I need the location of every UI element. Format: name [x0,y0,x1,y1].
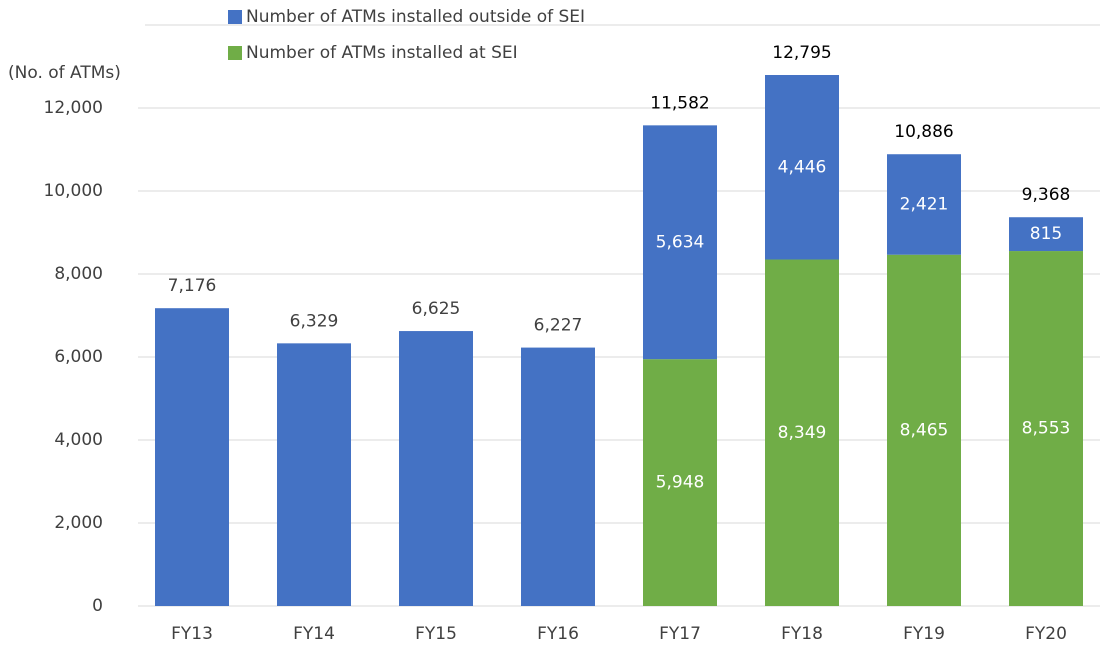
x-tick-label: FY15 [415,624,457,644]
y-tick-label: 2,000 [54,513,103,533]
value-label: 4,446 [778,157,827,177]
y-tick-label: 4,000 [54,430,103,450]
value-label: 8,465 [900,420,949,440]
bar-segment [1009,251,1083,606]
x-tick-label: FY19 [903,624,945,644]
value-label: 5,948 [656,473,705,493]
y-tick-label: 6,000 [54,347,103,367]
legend-label: Number of ATMs installed at SEI [246,43,518,63]
axis-label: (No. of ATMs) [8,63,121,83]
x-tick-label: FY18 [781,624,823,644]
legend-swatch [228,46,242,60]
value-label: 5,634 [656,232,705,252]
total-label: 9,368 [1022,185,1071,205]
x-tick-label: FY14 [293,624,335,644]
bar-segment [887,154,961,255]
total-label: 11,582 [650,93,709,113]
value-label: 8,553 [1022,419,1071,439]
y-tick-label: 8,000 [54,264,103,284]
y-tick-label: 12,000 [44,98,103,118]
total-label: 6,227 [534,316,583,336]
bar-segment [155,308,229,606]
bar-segment [643,359,717,606]
total-label: 6,329 [290,311,339,331]
bar-segment [399,331,473,606]
total-label: 12,795 [772,43,831,63]
value-label: 2,421 [900,194,949,214]
x-tick-label: FY20 [1025,624,1067,644]
x-tick-label: FY16 [537,624,579,644]
bar-segment [643,125,717,360]
y-tick-label: 10,000 [44,181,103,201]
x-tick-label: FY13 [171,624,213,644]
value-label: 815 [1030,224,1062,244]
legend-swatch [228,10,242,24]
legend-label: Number of ATMs installed outside of SEI [246,7,585,27]
total-label: 10,886 [894,122,953,142]
bar-segment [765,75,839,260]
bar-segment [887,254,961,606]
x-tick-label: FY17 [659,624,701,644]
value-label: 8,349 [778,423,827,443]
total-label: 7,176 [168,276,217,296]
bar-segment [765,259,839,606]
bar-segment [1009,217,1083,252]
bar-segment [277,343,351,606]
y-tick-label: 0 [92,596,103,616]
total-label: 6,625 [412,299,461,319]
bar-segment [521,347,595,606]
